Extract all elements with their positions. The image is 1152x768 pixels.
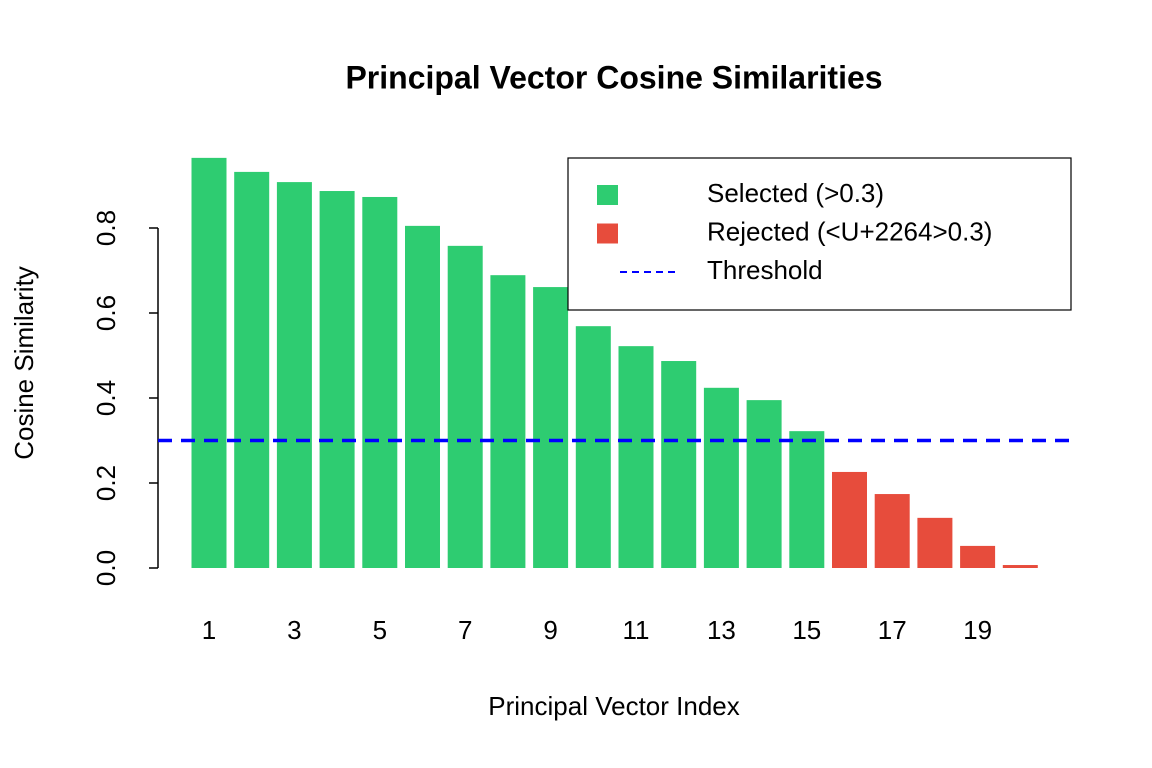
bar <box>661 361 697 568</box>
legend-swatch <box>597 223 618 244</box>
x-tick-label: 15 <box>792 615 821 645</box>
bar <box>191 157 227 568</box>
bar <box>960 545 996 568</box>
x-tick-label: 1 <box>202 615 216 645</box>
legend-box <box>567 157 1072 311</box>
bar <box>746 400 782 568</box>
bar <box>703 387 739 568</box>
y-tick-label: 0.6 <box>91 295 121 331</box>
x-tick-label: 11 <box>623 615 650 645</box>
y-tick-label: 0.4 <box>91 380 121 416</box>
bar <box>490 275 526 568</box>
chart-title: Principal Vector Cosine Similarities <box>345 59 882 95</box>
bar <box>1002 565 1038 568</box>
y-tick-label: 0.2 <box>91 465 121 501</box>
legend-label: Rejected (<U+2264>0.3) <box>707 216 992 246</box>
x-tick-label: 3 <box>287 615 301 645</box>
x-tick-label: 13 <box>707 615 736 645</box>
bar <box>362 196 398 568</box>
bar <box>789 431 825 568</box>
bar <box>319 191 355 568</box>
x-tick-label: 9 <box>543 615 557 645</box>
y-tick-label: 0.8 <box>91 210 121 246</box>
x-tick-label: 7 <box>458 615 472 645</box>
bar <box>618 346 654 568</box>
legend-label: Threshold <box>707 255 823 285</box>
legend-label: Selected (>0.3) <box>707 178 884 208</box>
bar <box>447 245 483 568</box>
bar <box>832 471 867 568</box>
bar <box>276 182 312 568</box>
legend-swatch <box>597 185 618 205</box>
x-tick-label: 19 <box>963 615 992 645</box>
x-axis-title: Principal Vector Index <box>488 691 739 721</box>
x-tick-label: 17 <box>878 615 907 645</box>
bar <box>917 517 953 568</box>
bar <box>405 225 440 568</box>
y-axis-title: Cosine Similarity <box>9 266 39 460</box>
bar <box>533 287 569 568</box>
bar <box>874 494 910 568</box>
bar <box>575 326 611 568</box>
bar <box>234 171 270 568</box>
x-tick-label: 5 <box>373 615 387 645</box>
y-tick-label: 0.0 <box>91 550 121 586</box>
